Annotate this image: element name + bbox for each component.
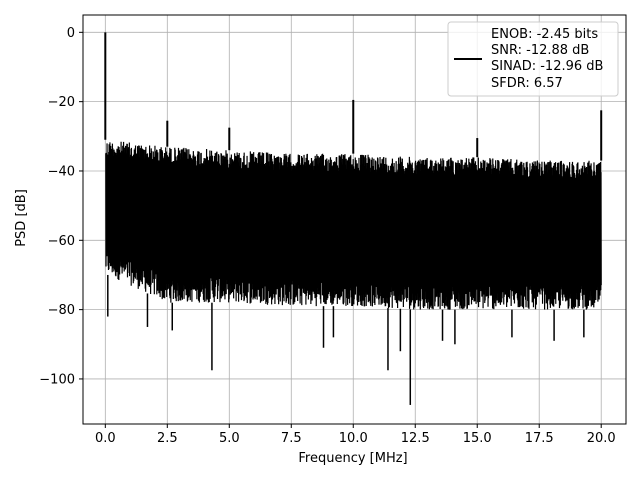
legend-line-sfdr: SFDR: 6.57 bbox=[491, 76, 563, 91]
x-tick-label: 20.0 bbox=[587, 431, 616, 446]
x-tick-label: 15.0 bbox=[463, 431, 492, 446]
x-axis-label: Frequency [MHz] bbox=[298, 451, 407, 466]
axes-frame bbox=[82, 14, 627, 425]
legend-line-enob: ENOB: -2.45 bits bbox=[491, 27, 598, 42]
legend-box bbox=[447, 21, 619, 97]
psd-noise-band bbox=[105, 157, 602, 282]
x-tick-label: 17.5 bbox=[525, 431, 554, 446]
y-tick-label: −80 bbox=[48, 303, 75, 318]
ticks: 0.0 2.5 5.0 7.5 10.0 12.5 15.0 17.5 20.0 0 −20 −40 −… bbox=[39, 26, 615, 446]
y-axis-label: PSD [dB] bbox=[14, 189, 29, 247]
y-tick-label: −40 bbox=[48, 164, 75, 179]
axes bbox=[82, 14, 627, 425]
x-tick-label: 5.0 bbox=[219, 431, 240, 446]
y-tick-label: −100 bbox=[39, 372, 75, 387]
legend-line-sinad: SINAD: -12.96 dB bbox=[491, 59, 603, 74]
y-tick-label: −60 bbox=[48, 234, 75, 249]
x-tick-label: 10.0 bbox=[339, 431, 368, 446]
plot-area bbox=[104, 32, 603, 405]
y-tick-label: −20 bbox=[48, 95, 75, 110]
y-tick-label: 0 bbox=[67, 26, 75, 41]
x-tick-label: 12.5 bbox=[401, 431, 430, 446]
x-tick-label: 7.5 bbox=[281, 431, 302, 446]
legend: ENOB: -2.45 bits SNR: -12.88 dB SINAD: -… bbox=[447, 21, 619, 97]
legend-line-snr: SNR: -12.88 dB bbox=[491, 43, 589, 58]
x-tick-label: 2.5 bbox=[157, 431, 178, 446]
x-tick-label: 0.0 bbox=[95, 431, 116, 446]
